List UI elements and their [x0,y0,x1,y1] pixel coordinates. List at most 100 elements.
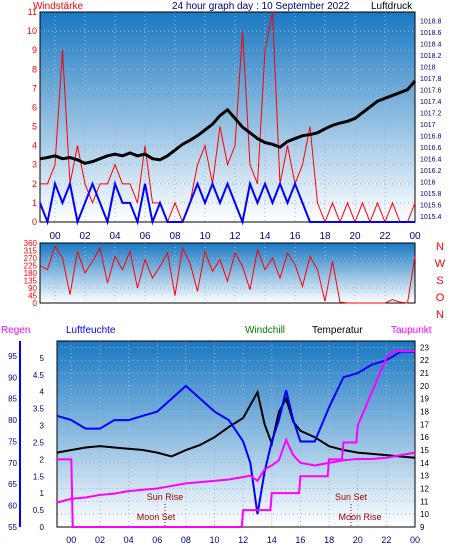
time-tick-label: 20 [349,231,361,242]
time-tick-label: 10 [199,231,211,242]
luftfeuchte-line [56,350,415,515]
rain-tick-label: 2 [40,455,45,464]
wind-tick-label: 0 [32,217,37,227]
humidity-tick-label: 55 [8,523,17,532]
time-axis: 00 02 04 06 08 10 12 14 16 18 20 22 00 [49,231,421,242]
rain-tick-label: 5 [40,354,45,363]
legend-luftfeuchte: Luftfeuchte [66,325,116,336]
time-tick-label: 02 [79,231,91,242]
time-tick-label: 12 [229,231,241,242]
rain-axis: 0 0.5 1 1.5 2 2.5 3 3.5 4 4.5 5 [33,354,45,532]
humidity-tick-label: 90 [8,373,17,382]
direction-tick-label: 225 [24,262,38,271]
wind-strength-axis: 0 1 2 3 4 5 6 7 8 9 10 11 [27,7,37,227]
sun-set-label: Sun Set [335,492,368,502]
pressure-tick-label: 1018.2 [420,53,442,60]
rain-tick-label: 3 [40,422,45,431]
temp-tick-label: 12 [420,485,429,494]
taupunkt-line [56,437,416,504]
wind-tick-label: 5 [32,122,37,132]
time-tick-label: 04 [109,231,121,242]
temperature-grid [56,340,416,528]
time-tick-label: 14 [267,535,277,545]
humidity-tick-label: 85 [8,395,17,404]
direction-tick-label: 360 [24,239,38,248]
wind-tick-label: 11 [28,7,37,17]
humidity-tick-label: 70 [8,459,17,468]
temp-tick-label: 13 [420,472,429,481]
wind-tick-label: 4 [32,141,37,151]
pressure-tick-label: 1015.6 [420,203,442,210]
time-axis-bottom: 00 02 04 06 08 10 12 14 16 18 20 22 00 [66,535,420,545]
temperature-legend: Regen Luftfeuchte Windchill Temperatur Taupu… [1,325,432,336]
pressure-tick-label: 1017.2 [420,111,442,118]
rain-tick-label: 0 [40,523,45,532]
time-tick-label: 22 [381,535,391,545]
pressure-line [39,80,417,165]
rain-tick-label: 4 [40,388,45,397]
temperature-series [56,350,416,528]
time-tick-label: 10 [210,535,220,545]
compass-label: N [436,309,444,321]
time-tick-label: 14 [259,231,271,242]
time-tick-label: 02 [95,535,105,545]
pressure-tick-label: 1016.2 [420,168,442,175]
pressure-series [39,80,417,165]
sun-moon-annotations: Sun Rise Sun Set Moon Set Moon Rise [137,492,382,527]
rain-tick-label: 0.5 [33,506,45,515]
time-tick-label: 18 [319,231,331,242]
temp-tick-label: 21 [420,369,429,378]
wind-tick-label: 10 [27,26,37,36]
temp-tick-label: 10 [420,510,429,519]
pressure-tick-label: 1017.8 [420,76,442,83]
humidity-tick-label: 75 [8,437,17,446]
moon-rise-label: Moon Rise [338,512,381,522]
direction-tick-label: 180 [24,269,38,278]
chart-title: 24 hour graph day : 10 September 2022 [172,1,350,12]
rain-tick-label: 1 [40,489,45,498]
wind-tick-label: 1 [32,198,37,208]
direction-tick-label: 0 [33,299,38,308]
pressure-wind-plot-area [40,12,415,222]
pressure-tick-label: 1016 [420,180,436,187]
time-tick-label: 06 [139,231,151,242]
rain-tick-label: 2.5 [33,438,45,447]
rain-tick-label: 1.5 [33,472,45,481]
legend-taupunkt: Taupunkt [391,325,432,336]
compass-label: W [435,258,446,270]
pressure-tick-label: 1018.6 [420,30,442,37]
time-tick-label: 00 [49,231,61,242]
pressure-tick-label: 1018.8 [420,19,442,26]
legend-temperatur: Temperatur [312,325,363,336]
time-tick-label: 08 [169,231,181,242]
direction-tick-label: 45 [28,292,37,301]
temperature-plot-area [57,341,415,527]
pressure-wind-frame [39,11,416,223]
wind-tick-label: 3 [32,160,37,170]
pressure-tick-label: 1016.4 [420,157,442,164]
direction-tick-label: 135 [24,277,38,286]
time-tick-label: 06 [152,535,162,545]
pressure-tick-label: 1018 [420,65,436,72]
time-tick-label: 00 [66,535,76,545]
direction-tick-label: 315 [24,247,38,256]
time-tick-label: 08 [181,535,191,545]
legend-windstaerke: Windstärke [33,1,83,12]
temp-tick-label: 15 [420,446,429,455]
time-tick-label: 00 [410,535,420,545]
moon-set-label: Moon Set [137,512,176,522]
rain-tick-label: 3.5 [33,405,45,414]
pressure-tick-label: 1015.4 [420,214,442,221]
temp-tick-label: 11 [420,497,429,506]
humidity-tick-label: 80 [8,416,17,425]
temp-tick-label: 23 [420,343,429,352]
wind-direction-line [39,245,416,304]
temp-tick-label: 18 [420,408,429,417]
time-tick-label: 04 [124,535,134,545]
time-tick-label: 16 [289,231,301,242]
pressure-tick-label: 1016.8 [420,134,442,141]
time-tick-label: 18 [324,535,334,545]
